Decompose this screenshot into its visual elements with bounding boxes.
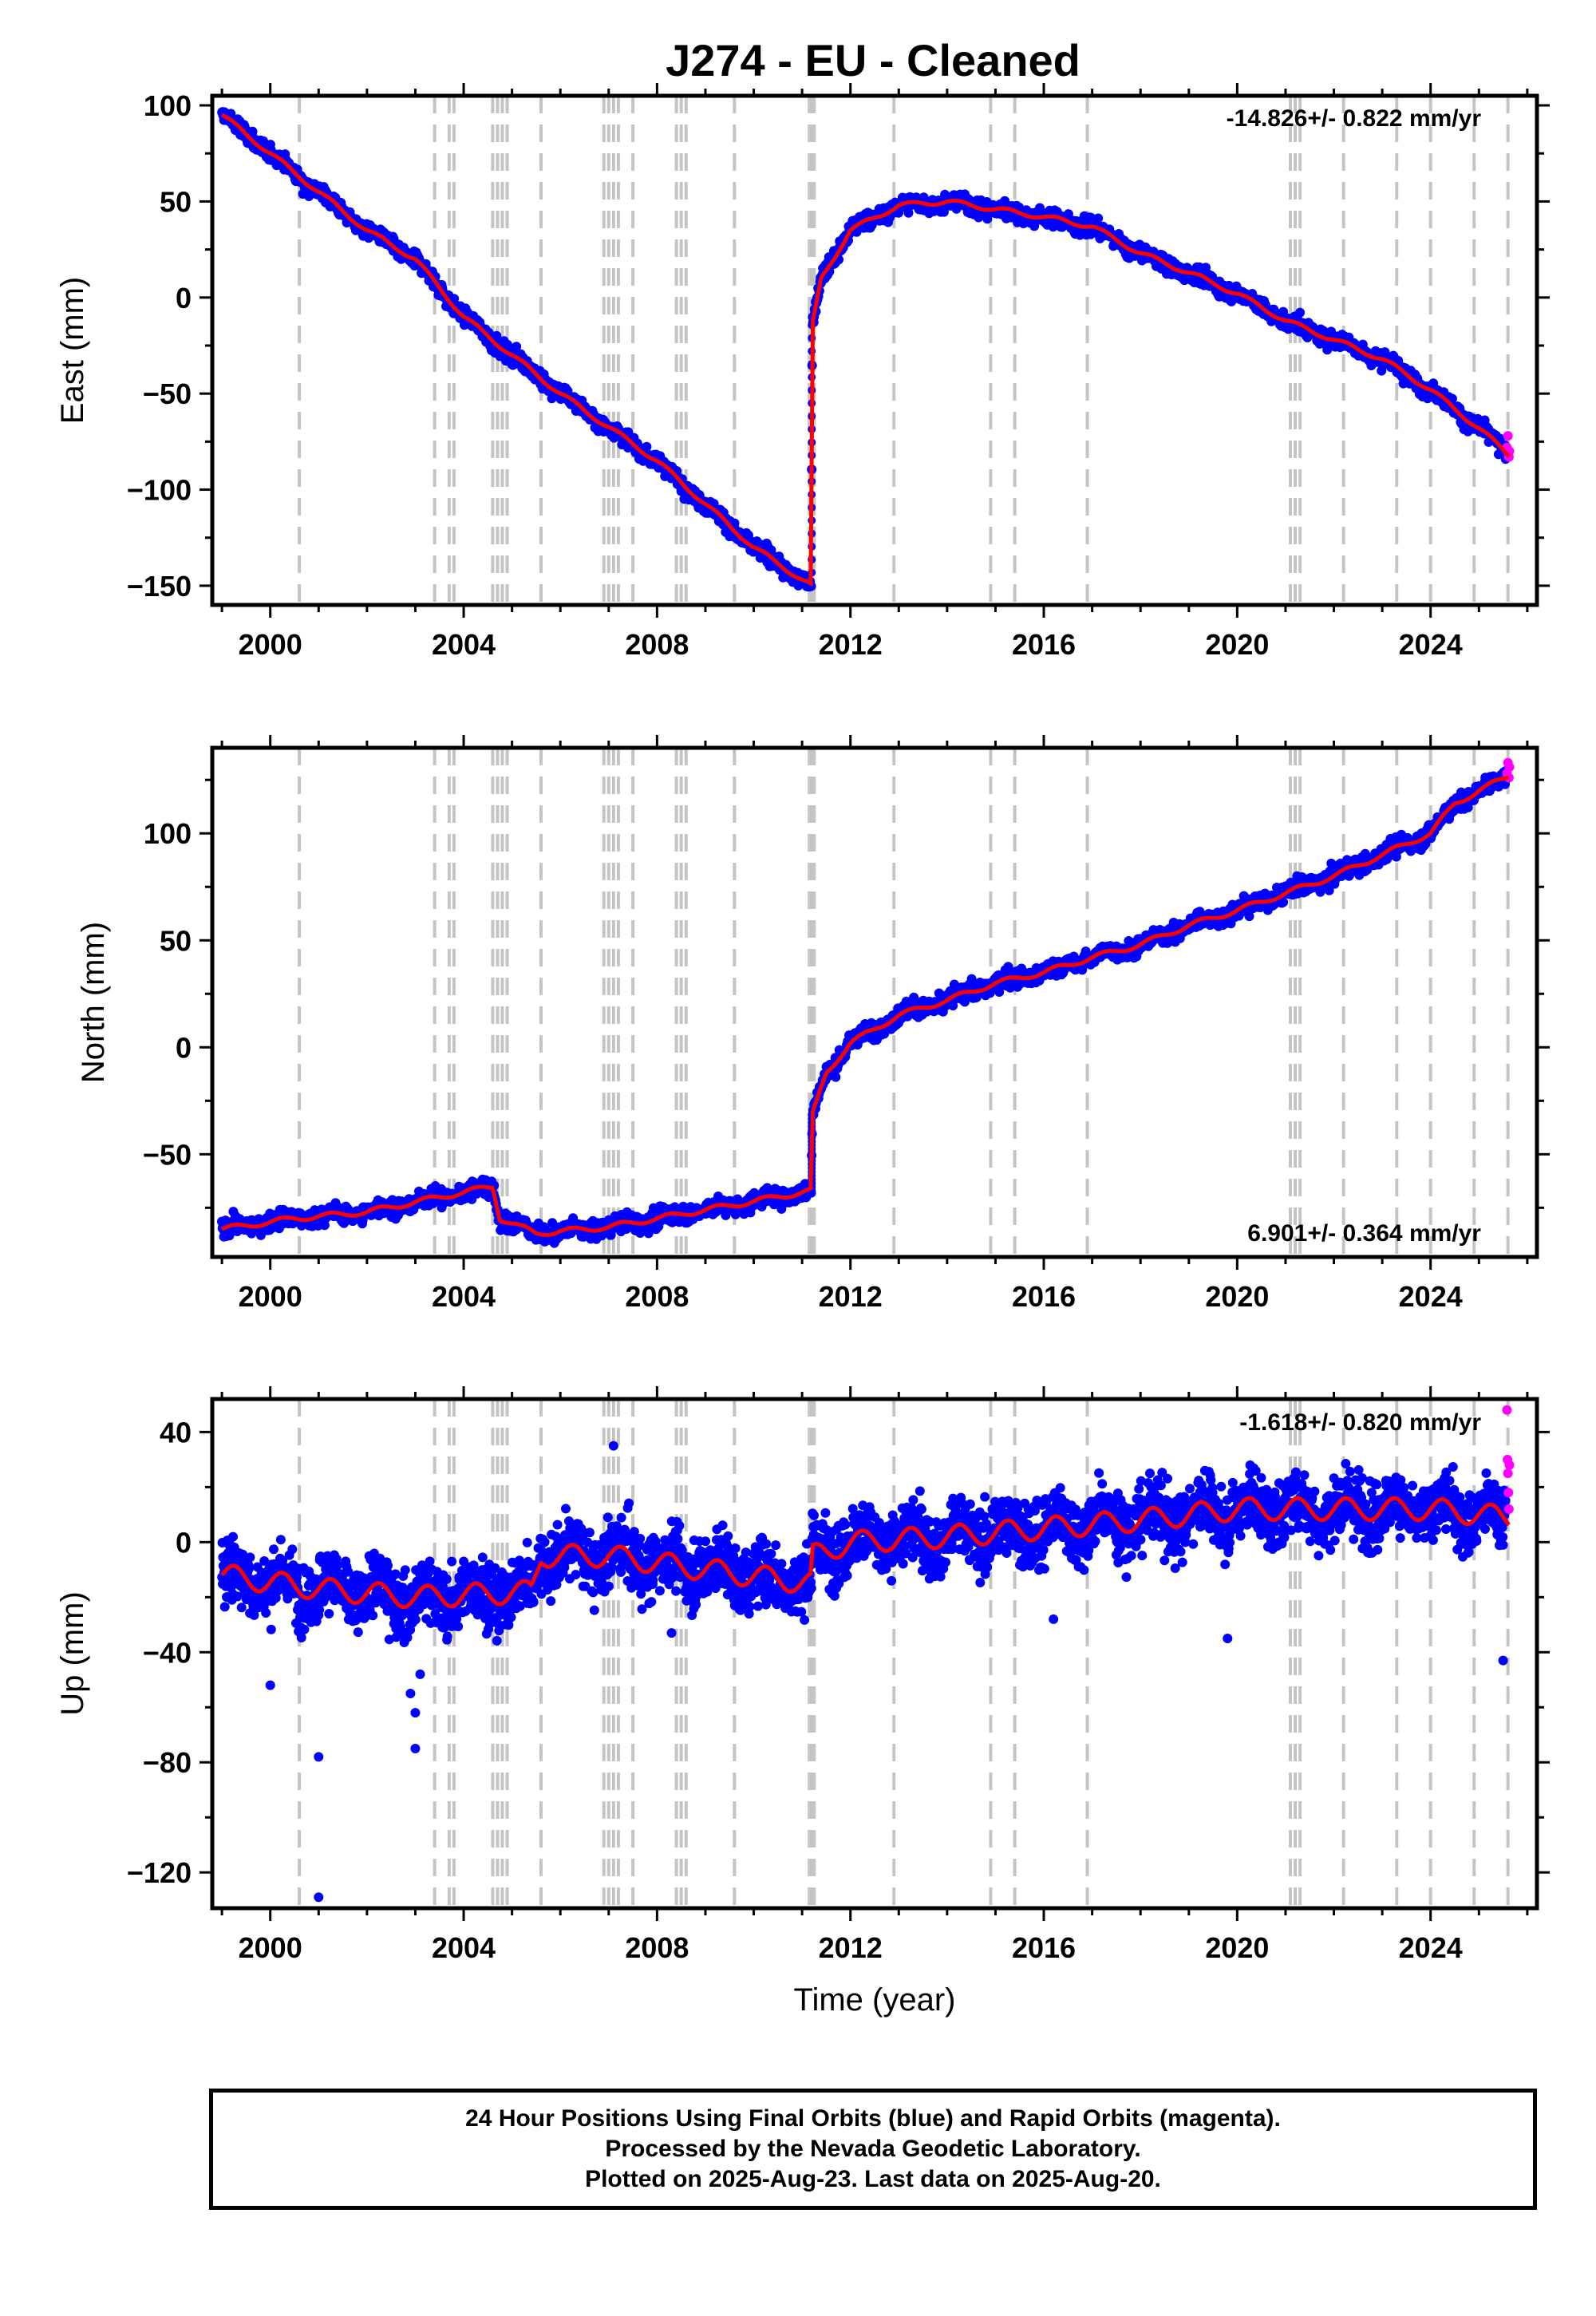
velocity-annotation: -14.826+/- 0.822 mm/yr — [1227, 105, 1482, 132]
east-panel: 2000 2004 2008 2012 2016 2020 2024 −150 −100 −50 0… — [55, 83, 1550, 661]
y-tick-label: −100 — [127, 474, 192, 507]
final-orbit-point — [512, 342, 522, 352]
x-tick-label: 2012 — [819, 628, 883, 661]
y-tick-label: −50 — [143, 377, 192, 410]
final-orbit-point — [1295, 307, 1306, 318]
x-tick-label: 2024 — [1399, 628, 1463, 661]
final-orbit-point — [831, 1072, 841, 1082]
final-orbit-points — [217, 766, 1511, 1248]
model-fit-line — [221, 113, 1511, 587]
final-orbit-point — [642, 441, 652, 452]
x-tick-label: 2000 — [239, 628, 302, 661]
final-orbit-point — [903, 207, 914, 218]
rapid-orbit-point — [1503, 431, 1513, 441]
x-tick-label: 2016 — [1012, 628, 1076, 661]
y-tick-label: 50 — [160, 185, 192, 218]
final-orbit-point — [1093, 213, 1104, 223]
y-axis-label: East (mm) — [55, 277, 90, 424]
north-panel: 2000 2004 2008 2012 2016 2020 2024−50050100Nor… — [76, 735, 1550, 1313]
y-tick-label: 0 — [176, 282, 192, 314]
final-orbit-point — [319, 1220, 330, 1231]
x-tick-label: 2020 — [1205, 628, 1269, 661]
y-tick-label: 100 — [144, 89, 192, 122]
final-orbit-point — [1380, 347, 1390, 358]
chart-title: J274 - EU - Cleaned — [666, 35, 1080, 85]
final-orbit-points — [217, 107, 1511, 592]
final-orbit-point — [247, 126, 258, 136]
y-tick-label: −150 — [127, 570, 192, 603]
x-tick-label: 2008 — [625, 628, 689, 661]
x-tick-label: 2004 — [432, 628, 496, 661]
plot-frame — [210, 93, 1539, 607]
